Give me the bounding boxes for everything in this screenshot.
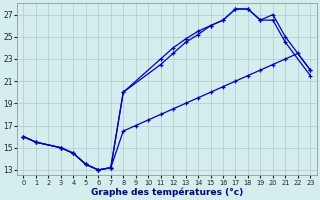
X-axis label: Graphe des températures (°c): Graphe des températures (°c) (91, 187, 243, 197)
